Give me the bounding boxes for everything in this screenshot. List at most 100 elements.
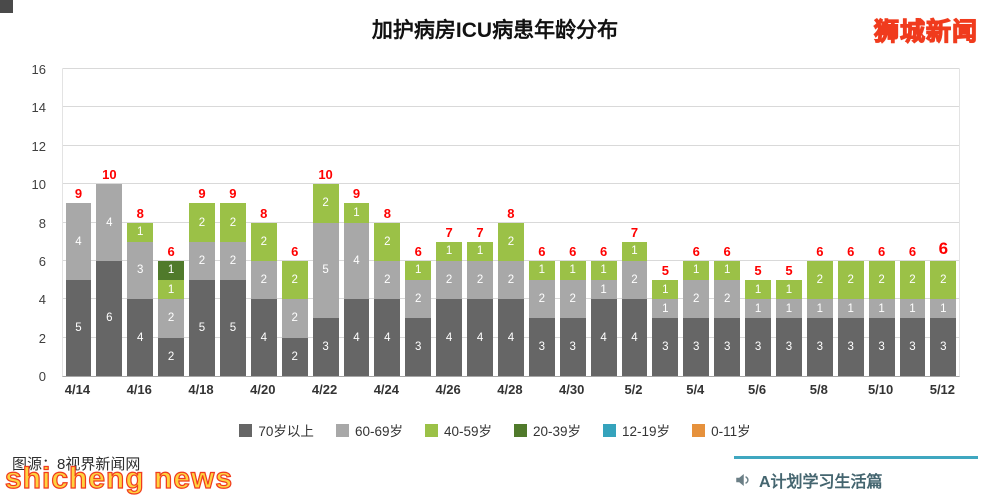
bar-total-label: 6 <box>908 243 917 259</box>
x-axis-label <box>93 382 124 397</box>
segment-60-69岁: 2 <box>467 260 493 300</box>
x-axis-label: 4/16 <box>126 382 152 397</box>
segment-40-59岁: 2 <box>281 260 308 300</box>
legend-item-40-59岁: 40-59岁 <box>424 420 492 440</box>
segment-40-59岁: 1 <box>745 280 771 300</box>
bar-4/22: 10 2 5 3 <box>310 167 341 376</box>
x-axis-label: 5/2 <box>624 382 643 397</box>
segment-60-69岁: 1 <box>806 299 833 319</box>
legend-item-0-11岁: 0-11岁 <box>692 420 751 440</box>
segment-40-59岁: 2 <box>312 184 339 223</box>
segment-70岁以上: 3 <box>652 318 679 376</box>
segment-40-59岁: 1 <box>559 260 586 281</box>
footer-brand: A计划学习生活篇 <box>734 468 978 492</box>
watermark-top-right: 狮城新闻 <box>873 17 978 46</box>
segment-60-69岁: 2 <box>497 260 524 300</box>
legend-swatch <box>514 423 527 437</box>
legend-swatch <box>692 423 706 437</box>
x-axis-label <box>155 382 186 397</box>
bar-total-label: 8 <box>507 205 515 221</box>
x-axis-label: 5/10 <box>867 382 894 397</box>
segment-40-59岁: 1 <box>343 203 370 223</box>
x-axis-label <box>834 382 865 397</box>
segment-70岁以上: 3 <box>528 318 555 376</box>
legend-swatch <box>239 423 253 437</box>
segment-60-69岁: 2 <box>158 299 185 338</box>
segment-70岁以上: 3 <box>868 318 895 376</box>
segment-70岁以上: 5 <box>219 280 246 376</box>
footer: A计划学习生活篇 <box>734 456 978 492</box>
x-axis-label: 4/24 <box>373 382 399 397</box>
gridline <box>63 106 959 108</box>
bar-total-label: 9 <box>352 186 361 202</box>
segment-70岁以上: 4 <box>621 299 648 376</box>
gridline <box>63 144 959 146</box>
legend-label: 12-19岁 <box>622 424 671 439</box>
legend-item-70岁以上: 70岁以上 <box>239 420 314 440</box>
y-axis-label: 4 <box>38 292 46 308</box>
x-axis-label <box>587 382 618 397</box>
bar-total-label: 8 <box>136 205 144 221</box>
segment-70岁以上: 3 <box>899 318 926 376</box>
bar-total-label: 9 <box>229 186 237 202</box>
x-axis-label: 5/12 <box>929 382 956 397</box>
x-axis-label: 4/30 <box>559 382 585 397</box>
gridline <box>63 68 959 69</box>
segment-60-69岁: 2 <box>219 241 246 281</box>
segment-70岁以上: 3 <box>714 318 741 376</box>
bar-total-label: 10 <box>318 167 333 183</box>
segment-60-69岁: 2 <box>559 280 586 319</box>
y-axis-label: 8 <box>38 215 46 231</box>
segment-40-59岁: 2 <box>189 203 215 242</box>
segment-40-59岁: 2 <box>930 260 957 300</box>
segment-60-69岁: 1 <box>590 280 617 300</box>
segment-60-69岁: 4 <box>65 203 92 281</box>
chart-title: 加护病房ICU病患年龄分布 <box>371 19 619 42</box>
segment-40-59岁: 1 <box>467 241 493 261</box>
segment-70岁以上: 5 <box>189 280 215 376</box>
segment-60-69岁: 4 <box>343 222 370 300</box>
legend-label: 60-69岁 <box>354 424 403 439</box>
segment-60-69岁: 2 <box>528 280 555 319</box>
segment-60-69岁: 2 <box>250 260 277 300</box>
bar-total-label: 6 <box>692 243 700 259</box>
watermark-bottom-left: shicheng news <box>4 461 234 495</box>
x-axis-label: 5/4 <box>686 382 705 397</box>
legend-label: 0-11岁 <box>711 424 751 439</box>
bar-total-label: 7 <box>445 224 453 240</box>
segment-70岁以上: 3 <box>837 318 864 376</box>
legend-label: 20-39岁 <box>533 424 582 439</box>
segment-20-39岁: 1 <box>158 260 185 281</box>
segment-40-59岁: 2 <box>219 203 246 242</box>
segment-40-59岁: 2 <box>868 260 895 300</box>
bar-total-label: 6 <box>167 243 175 259</box>
x-axis-label <box>340 382 371 397</box>
x-axis-label: 5/6 <box>748 382 767 397</box>
segment-70岁以上: 4 <box>497 299 524 376</box>
legend-swatch <box>424 423 438 437</box>
source-caption: 图源：8视界新闻网 <box>12 456 141 473</box>
segment-60-69岁: 2 <box>281 299 308 338</box>
bar-total-label: 6 <box>538 243 546 259</box>
segment-70岁以上: 3 <box>806 318 833 376</box>
x-axis-label <box>464 382 495 397</box>
x-axis-label: 4/22 <box>311 382 338 397</box>
segment-60-69岁: 2 <box>714 280 741 319</box>
y-axis-label: 14 <box>31 100 46 116</box>
x-axis-labels: 4/14 4/16 4/18 4/20 4/22 4/24 4/26 4/28 4/30 5/2 5… <box>62 382 958 397</box>
bar-total-label: 6 <box>723 243 731 259</box>
y-axis-label: 0 <box>38 369 46 384</box>
